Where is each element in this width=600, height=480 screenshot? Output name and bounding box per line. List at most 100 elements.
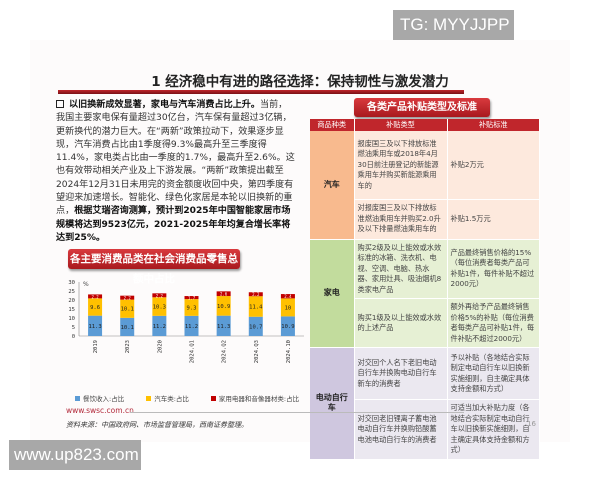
data-label: 10.1 bbox=[121, 307, 134, 313]
page-title: 1 经济稳中有进的路径选择：保持韧性与激发潜力 bbox=[151, 74, 449, 90]
x-tick-label: 2023 bbox=[125, 340, 131, 353]
y-tick-label: 15 bbox=[68, 307, 75, 313]
legend-label: 家用电器和音像器材类:占比 bbox=[218, 395, 300, 403]
y-tick-label: 0 bbox=[72, 334, 75, 340]
chart-legend: 餐饮收入:占比 汽车类:占比 家用电器和音像器材类:占比 bbox=[75, 393, 299, 403]
data-label: 10.9 bbox=[217, 304, 230, 310]
paragraph-lead: 以旧换新成效显著，家电与汽车消费占比上升。 bbox=[69, 100, 260, 110]
legend-label: 餐饮收入:占比 bbox=[83, 395, 125, 403]
bar-segment bbox=[216, 315, 231, 336]
standard-cell: 予以补贴（各地结合实际制定电动自行车以旧换新实施细则，自主确定具体支持金额和方式… bbox=[447, 347, 540, 400]
paragraph-body: 当前，我国主要家电保有量超过30亿台，汽车保有量超过3亿辆，更新换代的潜力巨大。… bbox=[56, 100, 295, 217]
x-tick-label: 2019 bbox=[93, 340, 99, 353]
legend-item: 餐饮收入:占比 bbox=[75, 393, 124, 403]
type-cell: 对报废国三及以下排放标准燃油乘用车并购买2.0升及以下排量燃油乘用车的 bbox=[354, 199, 448, 240]
table-row: 对报废国三及以下排放标准燃油乘用车并购买2.0升及以下排量燃油乘用车的 补贴1.5… bbox=[310, 199, 540, 240]
bar-segment bbox=[88, 294, 103, 299]
bar-segment bbox=[152, 315, 167, 336]
footer-url[interactable]: www.swsc.com.cn bbox=[66, 406, 134, 415]
data-label: 2.6 bbox=[220, 292, 228, 297]
legend-swatch bbox=[210, 396, 216, 401]
bar-segment bbox=[248, 292, 263, 297]
y-tick-label: 30 bbox=[68, 280, 75, 286]
title-divider bbox=[58, 90, 464, 94]
table-row: 家电 购买2级及以上能效或水效标准的冰箱、洗衣机、电视、空调、电脑、热水器、家用灶… bbox=[310, 239, 540, 348]
bar-segment bbox=[184, 299, 199, 316]
x-tick-label: 2024.Q3 bbox=[254, 340, 260, 363]
data-label: 2.2 bbox=[91, 294, 99, 299]
bar-segment bbox=[248, 316, 263, 336]
x-tick-label: 2020 bbox=[157, 340, 163, 353]
paragraph-conclusion: 根据艾瑞咨询测算，预计到2025年中国智能家居市场规模将达到9523亿元，202… bbox=[56, 206, 291, 243]
stacked-bar-chart: % 0 5 10 15 20 25 30 11.3 9.6 2.2 2019 10.1 10.1 2.2 20… bbox=[68, 280, 304, 363]
x-tick-label: 2024.Q1 bbox=[190, 340, 196, 363]
footer-divider bbox=[130, 412, 464, 413]
watermark-site: www.up823.com bbox=[9, 440, 141, 470]
data-label: 10.1 bbox=[121, 325, 134, 331]
table-row: 电动自行车 对交回个人名下老旧电动自行车并换购电动自行车新车的消费者 予以补贴（各地… bbox=[310, 347, 540, 460]
y-tick-label: 20 bbox=[68, 298, 75, 304]
header-type: 补贴类型 bbox=[354, 119, 448, 131]
data-label: 10.9 bbox=[281, 324, 294, 330]
data-label: 9.6 bbox=[90, 305, 100, 311]
data-label: 10.7 bbox=[249, 324, 262, 330]
type-cell: 购买1级及以上能效或水效的上述产品 bbox=[354, 298, 448, 348]
table-row: 对交回老旧锂离子蓄电池电动自行车并换购铅酸蓄电池电动自行车的消费者 可适当加大补贴… bbox=[310, 399, 540, 460]
page-number: 16 bbox=[527, 420, 536, 428]
legend-label: 汽车类:占比 bbox=[154, 395, 189, 403]
y-tick-label: 25 bbox=[68, 289, 75, 295]
legend-item: 家用电器和音像器材类:占比 bbox=[210, 393, 300, 403]
table-row: 购买1级及以上能效或水效的上述产品 额外再给予产品最终销售价格5%的补贴（每位消费… bbox=[310, 298, 540, 348]
standard-cell: 产品最终销售价格的15%（每位消费者每类产品可补贴1件，每件补贴不超过2000元… bbox=[447, 239, 540, 299]
bar-segment bbox=[152, 297, 167, 316]
header-standard: 补贴标准 bbox=[447, 119, 540, 131]
standard-cell: 可适当加大补贴力度（各地结合实际制定电动自行车以旧换新实施细则，自主确定具体支持… bbox=[447, 399, 540, 460]
legend-item: 汽车类:占比 bbox=[146, 393, 189, 403]
y-tick-label: 10 bbox=[68, 316, 75, 322]
type-cell: 购买2级及以上能效或水效标准的冰箱、洗衣机、电视、空调、电脑、热水器、家用灶具、… bbox=[354, 239, 448, 299]
watermark-tg: TG: MYYJJPP bbox=[393, 10, 514, 40]
type-cell: 对交回个人名下老旧电动自行车并换购电动自行车新车的消费者 bbox=[354, 347, 448, 400]
source-note: 资料来源：中国政府网、市场监督管理局，西南证券整理。 bbox=[66, 421, 248, 429]
data-label: 11.2 bbox=[153, 324, 166, 330]
data-label: 10 bbox=[285, 305, 292, 311]
data-label: 10.3 bbox=[153, 305, 166, 311]
subsidy-table: 商品种类 补贴类型 补贴标准 汽车 报废国三及以下排放标准燃油乘用车或2018年4月3… bbox=[310, 119, 540, 460]
standard-cell: 补贴2万元 bbox=[447, 131, 540, 200]
x-tick-label: 2024.Q2 bbox=[222, 340, 228, 363]
bar-segment bbox=[88, 315, 103, 336]
data-label: 2.2 bbox=[124, 296, 132, 301]
data-label: 11.3 bbox=[217, 324, 230, 330]
bar-segment bbox=[248, 296, 263, 317]
table-banner: 各类产品补贴类型及标准 bbox=[354, 98, 490, 117]
table-row: 汽车 报废国三及以下排放标准燃油乘用车或2018年4月30日前注册登记的新能源乘用… bbox=[310, 131, 540, 240]
category-cell: 家电 bbox=[310, 239, 355, 348]
legend-swatch bbox=[75, 396, 80, 401]
data-label: 11.3 bbox=[88, 324, 101, 330]
type-cell: 对交回老旧锂离子蓄电池电动自行车并换购铅酸蓄电池电动自行车的消费者 bbox=[354, 399, 448, 460]
bar-segment bbox=[184, 315, 199, 336]
bar-segment bbox=[120, 317, 135, 336]
summary-paragraph: 以旧换新成效显著，家电与汽车消费占比上升。当前，我国主要家电保有量超过30亿台，… bbox=[56, 99, 296, 245]
bar-segment bbox=[216, 296, 231, 316]
bar-segment bbox=[216, 291, 231, 297]
chart-banner: 各主要消费品类在社会消费品零售总额中占比 bbox=[68, 249, 240, 285]
data-label: 1.7 bbox=[188, 296, 196, 301]
standard-cell: 补贴1.5万元 bbox=[447, 199, 540, 240]
data-label: 11.2 bbox=[185, 324, 198, 330]
legend-swatch bbox=[146, 396, 152, 401]
bar-segment bbox=[280, 294, 295, 299]
bar-segment bbox=[280, 316, 295, 336]
checkbox-bullet-icon bbox=[56, 100, 64, 108]
y-tick-label: 5 bbox=[72, 325, 75, 331]
bar-segment bbox=[152, 293, 167, 298]
data-label: 2.2 bbox=[252, 292, 260, 297]
data-label: 9.3 bbox=[187, 305, 197, 311]
standard-cell: 额外再给予产品最终销售价格5%的补贴（每位消费者每类产品可补贴1件，每件补贴不超… bbox=[447, 298, 540, 348]
bar-segment bbox=[280, 298, 295, 317]
type-cell: 报废国三及以下排放标准燃油乘用车或2018年4月30日前注册登记的新能源乘用车并… bbox=[354, 131, 448, 200]
data-label: 2.2 bbox=[156, 293, 164, 298]
category-cell: 汽车 bbox=[310, 131, 355, 240]
bar-segment bbox=[88, 298, 103, 316]
bar-segment bbox=[120, 299, 135, 318]
